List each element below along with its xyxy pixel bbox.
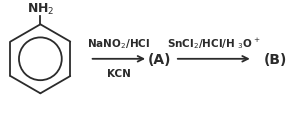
Text: NaNO$_2$/HCl: NaNO$_2$/HCl <box>87 36 150 50</box>
Text: KCN: KCN <box>107 68 131 78</box>
Text: (B): (B) <box>263 52 287 66</box>
Text: SnCl$_2$/HCl/H $_{3}$O$^+$: SnCl$_2$/HCl/H $_{3}$O$^+$ <box>167 35 260 50</box>
Text: (A): (A) <box>148 52 172 66</box>
Text: NH$_2$: NH$_2$ <box>27 2 54 17</box>
